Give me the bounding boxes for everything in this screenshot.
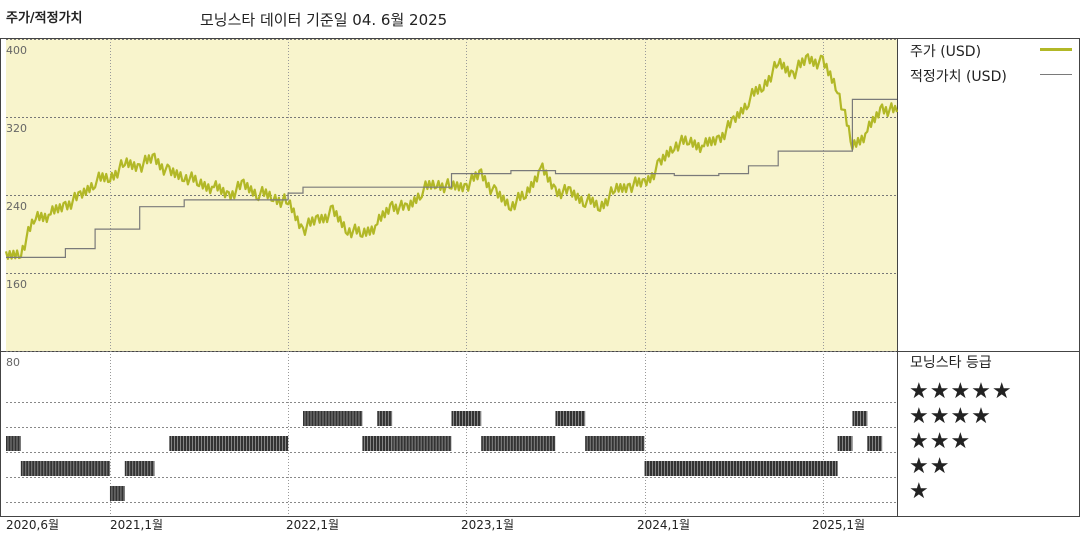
y-tick-label: 320 <box>6 122 27 135</box>
rating-bar <box>392 436 452 451</box>
rating-bar <box>124 461 155 476</box>
legend-price-label: 주가 (USD) <box>910 44 982 60</box>
rating-bar <box>481 436 556 451</box>
rating-title: 모닝스타 등급 <box>910 355 992 371</box>
price-series-line <box>4 53 899 260</box>
x-tick-label: 2025,1월 <box>812 518 866 532</box>
star-row-2: ★★ <box>909 454 951 479</box>
star-row-5: ★★★★★ <box>909 379 1013 404</box>
legend-fair-value-swatch <box>1040 74 1072 75</box>
x-tick-label: 2023,1월 <box>461 518 515 532</box>
star-row-3: ★★★ <box>909 429 972 454</box>
rating-bar <box>555 411 586 426</box>
rating-bar <box>362 436 393 451</box>
rating-bar <box>20 461 110 476</box>
chart-left-title: 주가/적정가치 <box>6 11 83 26</box>
y-tick-label: 80 <box>6 356 20 369</box>
y-tick-label: 160 <box>6 278 27 291</box>
x-tick-label: 2021,1월 <box>110 518 164 532</box>
star-row-4: ★★★★ <box>909 404 992 429</box>
chart-subtitle: 모닝스타 데이터 기준일 04. 6월 2025 <box>200 11 448 29</box>
y-tick-label: 240 <box>6 200 27 213</box>
rating-bar <box>303 411 363 426</box>
x-tick-label: 2022,1월 <box>286 518 340 532</box>
star-row-1: ★ <box>909 479 930 504</box>
rating-bar <box>644 461 838 476</box>
x-tick-label: 2020,6월 <box>6 518 60 532</box>
rating-bar <box>451 411 482 426</box>
x-tick-label: 2024,1월 <box>637 518 691 532</box>
legend-fair-value-label: 적정가치 (USD) <box>910 69 1007 85</box>
y-tick-label: 400 <box>6 44 27 57</box>
legend-price-swatch <box>1040 48 1072 51</box>
fair-value-series-line <box>6 98 897 258</box>
rating-bar <box>585 436 645 451</box>
